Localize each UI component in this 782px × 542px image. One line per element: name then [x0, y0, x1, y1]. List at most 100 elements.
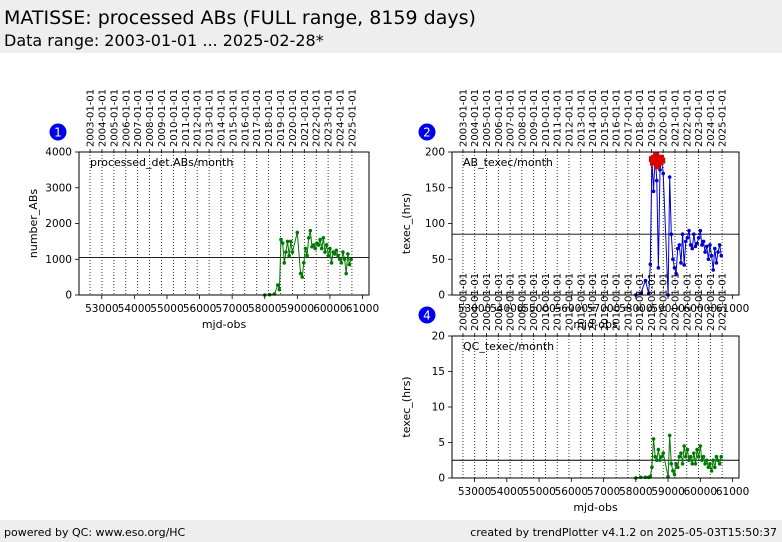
data-point [346, 252, 350, 256]
y-tick-label: 0 [438, 290, 445, 302]
date-tick-label: 2006-01-01 [494, 89, 505, 147]
footer-credit: powered by QC: www.eso.org/HC [4, 526, 186, 539]
x-tick-label: 60000 [684, 486, 717, 498]
data-point [700, 243, 704, 247]
series-line [264, 230, 352, 296]
date-tick-label: 2007-01-01 [133, 89, 144, 147]
data-point [661, 451, 666, 455]
x-tick-label: 55000 [150, 303, 183, 315]
data-point [688, 243, 693, 247]
data-point [288, 239, 293, 244]
date-tick-label: 2017-01-01 [623, 89, 634, 147]
date-tick-label: 2024-01-01 [706, 89, 717, 147]
chart-title: QC_texec/month [463, 340, 554, 353]
x-tick-label: 54000 [490, 303, 523, 315]
plot-frame [78, 151, 370, 296]
data-point [671, 469, 675, 473]
data-point [719, 454, 724, 459]
data-point [683, 239, 688, 244]
chart-4: 2003-01-01 2004-01-01 2005-01-01 2006-01-01… [400, 273, 749, 514]
x-tick-label: 59000 [651, 486, 684, 498]
data-point [703, 250, 707, 254]
data-point [349, 257, 353, 262]
outlier-marker [659, 157, 666, 164]
data-point [713, 465, 717, 470]
data-point [698, 228, 703, 233]
date-tick-label: 2016-01-01 [240, 89, 251, 147]
date-tick-label: 2011-01-01 [181, 89, 192, 147]
x-tick-label: 58000 [619, 303, 652, 315]
data-point [342, 257, 347, 262]
data-point [648, 474, 653, 479]
date-tick-label: 2019-01-01 [647, 273, 658, 331]
data-point [667, 433, 672, 438]
date-tick-label: 2025-01-01 [718, 273, 729, 331]
y-tick-label: 1000 [45, 254, 72, 266]
data-point [290, 250, 295, 254]
x-tick-label: 53000 [458, 486, 491, 498]
chart-number-label: 2 [423, 126, 431, 140]
data-point [682, 263, 686, 267]
data-point [334, 248, 339, 253]
header-bar: MATISSE: processed ABs (FULL range, 8159… [0, 0, 782, 53]
y-tick-label: 0 [438, 473, 445, 485]
y-tick-label: 100 [425, 218, 445, 230]
data-point [279, 237, 283, 242]
date-tick-label: 2015-01-01 [600, 273, 611, 331]
data-point [704, 244, 709, 249]
data-point [650, 465, 654, 470]
x-tick-label: 58000 [248, 303, 281, 315]
y-axis-label: texec_(hrs) [400, 376, 413, 437]
x-axis-label: mjd-obs [202, 318, 247, 331]
date-tick-label: 2016-01-01 [612, 89, 623, 147]
date-tick-label: 2020-01-01 [659, 89, 670, 147]
y-tick-label: 150 [425, 182, 445, 194]
data-point [719, 253, 724, 258]
data-point [709, 469, 714, 473]
data-point [275, 283, 280, 287]
data-point [298, 271, 303, 276]
data-point [708, 243, 712, 247]
x-tick-label: 60000 [684, 303, 717, 315]
chart-1: 2003-01-01 2004-01-01 2005-01-01 2006-01-01… [27, 89, 379, 331]
data-point [313, 246, 318, 251]
x-tick-label: 56000 [555, 303, 588, 315]
date-tick-label: 2007-01-01 [506, 89, 517, 147]
y-tick-label: 15 [432, 366, 445, 378]
data-point [285, 239, 290, 244]
date-tick-label: 2010-01-01 [541, 273, 552, 331]
date-tick-label: 2004-01-01 [97, 89, 108, 147]
date-tick-label: 2004-01-01 [470, 89, 481, 147]
data-point [329, 261, 334, 265]
data-point [643, 278, 648, 283]
date-tick-label: 2007-01-01 [506, 273, 517, 331]
data-point [318, 237, 322, 242]
x-axis-label: mjd-obs [573, 501, 618, 514]
data-point [337, 257, 342, 262]
data-point [674, 462, 678, 466]
data-point [696, 236, 701, 240]
data-point [701, 239, 706, 244]
data-point [690, 462, 695, 466]
data-point [638, 291, 643, 296]
date-tick-label: 2025-01-01 [718, 89, 729, 147]
date-tick-label: 2003-01-01 [458, 89, 469, 147]
date-tick-label: 2005-01-01 [482, 273, 493, 331]
x-tick-label: 59000 [651, 303, 684, 315]
date-tick-label: 2011-01-01 [553, 89, 564, 147]
page-subtitle: Data range: 2003-01-01 ... 2025-02-28* [4, 31, 324, 50]
data-point [701, 454, 706, 459]
data-point [300, 275, 305, 279]
x-tick-label: 54000 [490, 486, 523, 498]
x-tick-label: 58000 [619, 486, 652, 498]
data-point [654, 458, 659, 463]
data-point [698, 444, 703, 448]
data-point [666, 474, 670, 479]
data-point [687, 228, 691, 233]
data-point [706, 465, 711, 470]
date-tick-label: 2013-01-01 [205, 89, 216, 147]
data-point [671, 257, 675, 262]
data-point [319, 246, 324, 251]
x-tick-label: 60000 [313, 303, 346, 315]
